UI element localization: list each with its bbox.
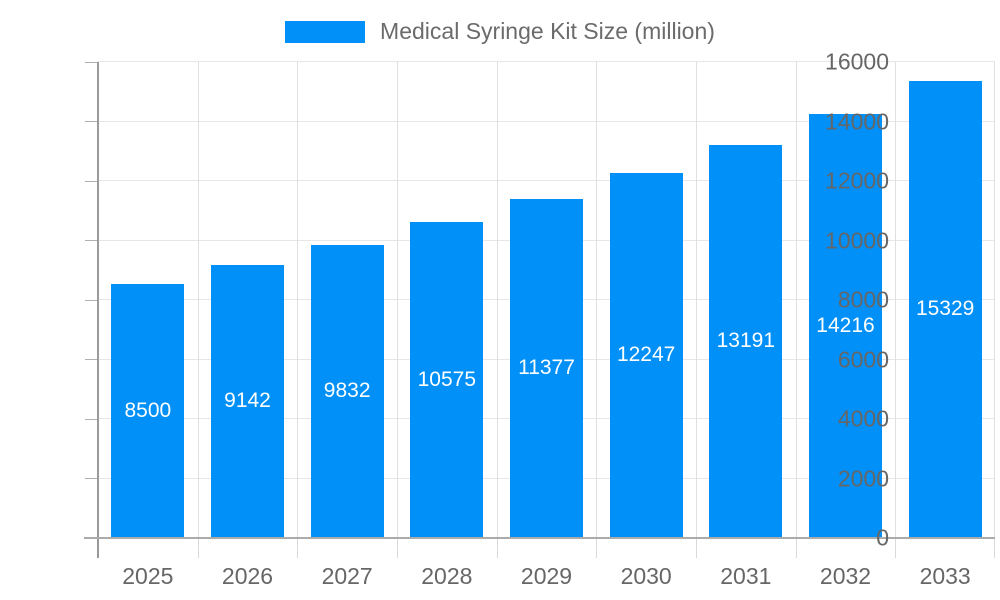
gridline-x [795, 62, 797, 538]
x-tick [297, 538, 299, 558]
bar-2033: 15329 [908, 80, 982, 537]
gridline-x [994, 62, 995, 538]
bar-value-label: 8500 [124, 398, 172, 422]
y-axis-tick-label: 2000 [837, 465, 889, 491]
gridline-x [895, 62, 897, 538]
bar-value-label: 9832 [323, 378, 371, 402]
plot-area: 8500 9142 9832 10575 11377 12247 13191 14216 153… [84, 61, 995, 558]
gridline-y [98, 120, 995, 122]
gridline-x [297, 62, 299, 538]
bar-2029: 11377 [510, 198, 583, 537]
bar-2025: 8500 [111, 284, 185, 537]
bar-value-label: 15329 [915, 296, 975, 320]
gridline-y [98, 61, 995, 62]
y-tick [85, 418, 98, 420]
x-axis-tick-label: 2028 [421, 563, 473, 589]
bar-2030: 12247 [609, 172, 683, 537]
x-tick [496, 538, 498, 558]
bar-2026: 9142 [211, 265, 284, 537]
bar-value-label: 11377 [518, 355, 575, 379]
bar-2027: 9832 [310, 244, 384, 537]
bar-value-label: 12247 [616, 342, 676, 366]
y-tick [85, 240, 98, 241]
x-tick [994, 538, 995, 558]
bar-value-label: 10575 [417, 367, 477, 391]
bar-2032: 14216 [809, 114, 882, 537]
x-axis-tick-label: 2025 [122, 563, 174, 589]
x-axis-tick-label: 2027 [321, 563, 373, 589]
x-axis-tick-label: 2033 [919, 563, 971, 589]
bar-2028: 10575 [410, 222, 484, 537]
gridline-y [98, 180, 995, 181]
legend-label: Medical Syringe Kit Size (million) [380, 18, 715, 44]
y-tick [85, 121, 98, 122]
y-axis-tick-label: 6000 [837, 346, 889, 372]
chart-legend: Medical Syringe Kit Size (million) [0, 18, 1000, 45]
gridline-x [696, 62, 697, 538]
x-tick [895, 538, 897, 558]
y-axis-tick-label: 12000 [825, 167, 889, 194]
y-axis-tick-label: 4000 [837, 405, 889, 432]
x-tick [197, 538, 199, 558]
y-axis-tick-label: 10000 [825, 227, 889, 253]
y-tick [85, 180, 98, 182]
y-axis-line [97, 62, 99, 558]
y-tick [85, 299, 98, 301]
gridline-x [397, 62, 398, 538]
x-tick [596, 538, 598, 558]
y-tick [85, 478, 98, 479]
bar-value-label: 9142 [224, 389, 271, 413]
x-axis-tick-label: 2029 [520, 563, 573, 589]
bar-value-label: 14216 [816, 313, 875, 337]
gridline-x [496, 62, 498, 538]
y-axis-tick-label: 8000 [837, 286, 889, 313]
y-tick [85, 61, 98, 63]
x-tick [795, 538, 797, 558]
x-axis-tick-label: 2030 [620, 563, 672, 589]
y-axis-tick-label: 14000 [825, 108, 889, 134]
y-tick [85, 359, 98, 360]
y-axis-tick-label: 16000 [825, 48, 889, 75]
y-axis-tick-label: 0 [876, 524, 889, 551]
bar-value-label: 13191 [716, 328, 776, 352]
x-axis-line [84, 537, 995, 539]
x-tick [696, 538, 697, 558]
x-axis-tick-label: 2032 [819, 563, 872, 589]
x-axis-tick-label: 2026 [221, 563, 274, 589]
legend-swatch [285, 20, 366, 43]
x-tick [397, 538, 398, 558]
bar-2031: 13191 [709, 144, 783, 537]
gridline-x [596, 62, 598, 538]
gridline-x [197, 62, 199, 538]
x-axis-tick-label: 2031 [720, 563, 772, 589]
